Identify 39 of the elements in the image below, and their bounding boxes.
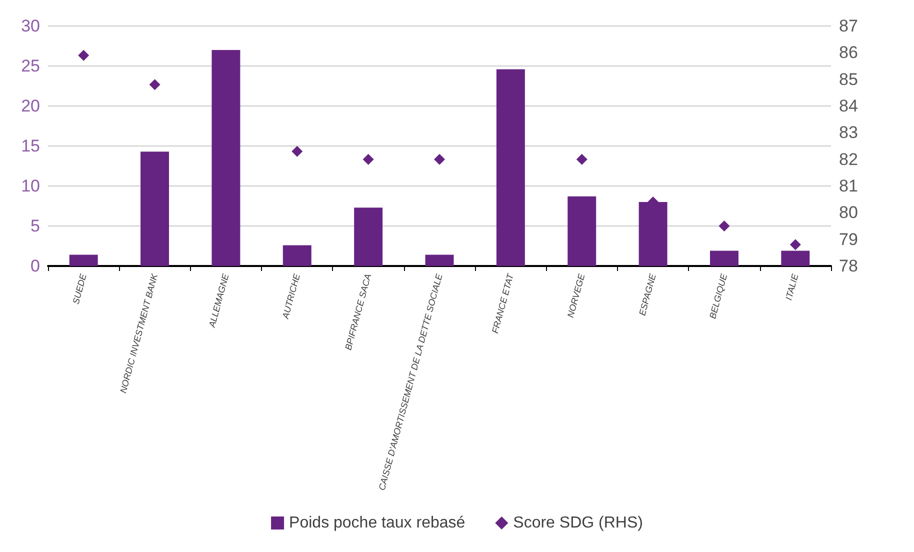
bar [212,50,240,266]
y2-tick-label: 80 [839,203,858,222]
y-tick-label: 30 [21,16,40,36]
bar [282,245,312,266]
y2-tick-label: 82 [839,150,858,169]
point [576,154,588,165]
point [292,146,303,157]
x-tick-label: ITALIE [784,272,800,302]
legend-label: Poids poche taux rebasé [289,514,466,532]
y-tick-label: 5 [30,216,40,236]
x-tick-label: SUEDE [70,272,89,306]
y-tick-label: 20 [21,96,40,116]
y2-tick-label: 86 [839,43,858,62]
point [149,79,160,90]
bar [425,254,454,266]
bar [710,250,738,266]
bar [568,196,596,266]
y2-tick-label: 81 [839,176,858,196]
y-tick-label: 25 [21,56,40,76]
y-tick-label: 15 [21,136,40,156]
point [790,239,801,250]
point [362,154,374,165]
y2-tick-label: 84 [839,96,858,116]
point [718,220,730,232]
point [78,50,90,61]
bar [140,152,170,266]
y-tick-label: 0 [30,256,40,276]
bar [69,254,98,266]
y2-tick-label: 85 [839,70,858,89]
x-tick-label: FRANCE ETAT [490,271,516,334]
y2-tick-label: 87 [839,16,858,36]
y2-tick-label: 83 [839,123,858,142]
legend-label: Score SDG (RHS) [513,514,643,532]
point [434,154,445,165]
y-tick-label: 10 [21,176,40,196]
y2-tick-label: 79 [839,230,858,249]
y2-tick-label: 78 [839,256,858,276]
bar [354,208,383,266]
bar [496,69,525,266]
